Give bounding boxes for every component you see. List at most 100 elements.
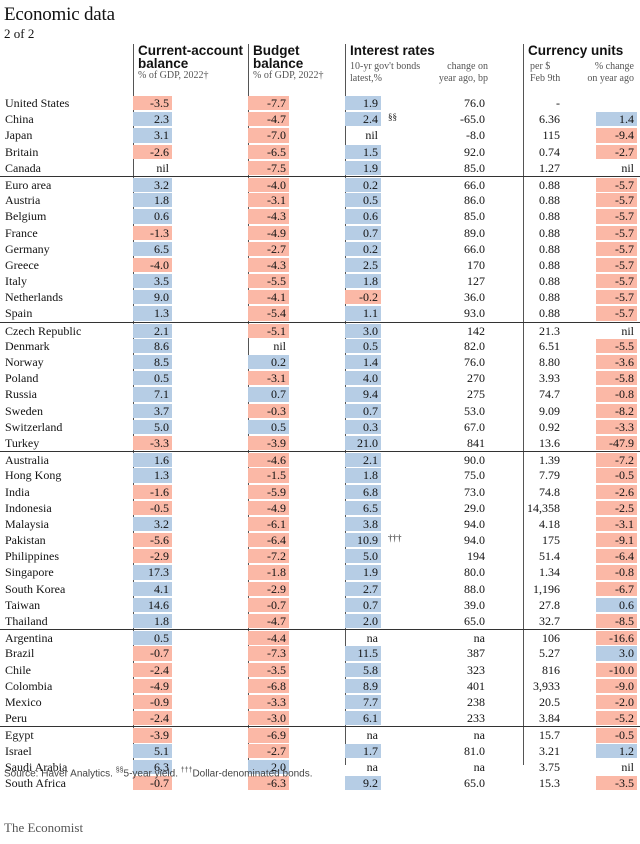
yield-change-cell: 39.0 — [464, 597, 485, 612]
table-row: Czech Republic 2.1 -5.1 3.0 142 21.3 nil — [0, 321, 640, 338]
table-row: United States -3.5 -7.7 1.9 76.0 - — [0, 95, 640, 111]
budget-balance-cell: -2.7 — [248, 241, 289, 256]
table-row: South Korea 4.1 -2.9 2.7 88.0 1,196 -6.7 — [0, 581, 640, 597]
currency-change-cell: -2.0 — [596, 694, 637, 710]
currency-change-cell: -8.5 — [596, 614, 637, 629]
current-account-cell: 3.5 — [133, 274, 172, 289]
yield-change-cell: 94.0 — [464, 516, 485, 531]
current-account-cell: -2.4 — [133, 711, 172, 726]
yield-change-cell: 93.0 — [464, 306, 485, 321]
current-account-cell: -2.6 — [133, 144, 172, 159]
bond-yield-cell: 7.7 — [345, 694, 381, 710]
budget-balance-cell: -5.9 — [248, 484, 289, 499]
currency-change-cell: 1.2 — [596, 743, 637, 758]
table-row: Argentina 0.5 -4.4 na na 106 -16.6 — [0, 629, 640, 646]
current-account-cell: 3.2 — [133, 516, 172, 532]
country-name: Norway — [5, 355, 44, 369]
yield-change-cell: 65.0 — [464, 614, 485, 628]
currency-rate-cell: 74.8 — [539, 484, 560, 499]
table-row: Australia 1.6 -4.6 2.1 90.0 1.39 -7.2 — [0, 451, 640, 468]
current-account-cell: -0.7 — [133, 646, 172, 661]
current-account-cell: 14.6 — [133, 597, 172, 612]
currency-change-cell: -5.7 — [596, 290, 637, 305]
header-currency-units: Currency units per $ Feb 9th % change on… — [523, 44, 640, 94]
country-name: United States — [5, 96, 70, 110]
bond-yield-cell: 0.7 — [345, 225, 381, 240]
bond-yield-cell: 1.7 — [345, 743, 381, 758]
currency-change-cell: -5.7 — [596, 209, 637, 224]
currency-change-cell: 1.4 — [596, 112, 637, 127]
table-row: Malaysia 3.2 -6.1 3.8 94.0 4.18 -3.1 — [0, 516, 640, 532]
current-account-cell: 3.1 — [133, 128, 172, 143]
currency-rate-cell: 0.92 — [539, 419, 560, 434]
budget-balance-cell: -7.7 — [248, 96, 289, 111]
currency-change-cell — [596, 96, 637, 110]
current-account-cell: 0.5 — [133, 371, 172, 386]
table-row: Austria 1.8 -3.1 0.5 86.0 0.88 -5.7 — [0, 192, 640, 208]
budget-balance-cell: -6.4 — [248, 533, 289, 548]
currency-rate-cell: 3.75 — [539, 759, 560, 774]
table-row: Canada nil -7.5 1.9 85.0 1.27 nil — [0, 160, 640, 176]
country-name: Italy — [5, 274, 27, 289]
currency-rate-cell: 0.88 — [539, 193, 560, 208]
country-name: Pakistan — [5, 533, 46, 548]
currency-change-cell: 0.6 — [596, 597, 637, 612]
header-currency-sub-right: % change on year ago — [587, 61, 634, 85]
currency-rate-cell: 816 — [542, 662, 560, 677]
country-name: Argentina — [5, 631, 53, 646]
current-account-cell: 1.3 — [133, 306, 172, 321]
currency-rate-cell: 0.74 — [539, 144, 560, 159]
budget-balance-cell: -0.7 — [248, 597, 289, 612]
header-interest-title: Interest rates — [350, 43, 435, 58]
table-row: Greece -4.0 -4.3 2.5 170 0.88 -5.7 — [0, 257, 640, 273]
yield-change-cell: 238 — [467, 694, 485, 709]
country-name: Denmark — [5, 338, 50, 353]
currency-rate-cell: 14,358 — [527, 500, 560, 515]
yield-change-cell: 66.0 — [464, 177, 485, 192]
bond-yield-cell: 0.7 — [345, 597, 381, 612]
current-account-cell: -2.4 — [133, 662, 172, 677]
budget-balance-cell: -6.9 — [248, 728, 289, 743]
currency-change-cell: -16.6 — [596, 631, 637, 646]
table-row: Denmark 8.6 nil 0.5 82.0 6.51 -5.5 — [0, 338, 640, 354]
country-name: Philippines — [5, 549, 60, 564]
table-row: France -1.3 -4.9 0.7 89.0 0.88 -5.7 — [0, 225, 640, 241]
yield-change-cell: 88.0 — [464, 581, 485, 596]
budget-balance-cell: -3.1 — [248, 371, 289, 386]
header-interest-sub-left-1: 10-yr gov't bonds — [350, 61, 421, 72]
current-account-cell: -1.6 — [133, 484, 172, 499]
yield-change-cell: 90.0 — [464, 453, 485, 468]
currency-rate-cell: 74.7 — [539, 387, 560, 402]
currency-change-cell: -3.3 — [596, 419, 637, 434]
currency-rate-cell: 0.88 — [539, 306, 560, 321]
country-name: Czech Republic — [5, 323, 82, 338]
table-row: Turkey -3.3 -3.9 21.0 841 13.6 -47.9 — [0, 435, 640, 451]
country-name: Switzerland — [5, 419, 63, 434]
current-account-cell: 17.3 — [133, 565, 172, 580]
currency-change-cell: -0.8 — [596, 565, 637, 580]
currency-change-cell: -47.9 — [596, 435, 637, 451]
table-row: Netherlands 9.0 -4.1 -0.2 36.0 0.88 -5.7 — [0, 289, 640, 305]
table-row: South Africa -0.7 -6.3 9.2 65.0 15.3 -3.5 — [0, 775, 640, 791]
yield-change-cell: 92.0 — [464, 144, 485, 159]
country-name: Colombia — [5, 678, 53, 693]
budget-balance-cell: -3.3 — [248, 694, 289, 710]
bond-yield-cell: 0.5 — [345, 338, 381, 353]
currency-change-cell: -5.7 — [596, 193, 637, 208]
data-table: United States -3.5 -7.7 1.9 76.0 - China 2.3 -4.… — [0, 95, 640, 791]
budget-balance-cell: -7.5 — [248, 160, 289, 175]
bond-yield-cell: 6.5 — [345, 500, 381, 515]
currency-change-cell: -10.0 — [596, 662, 637, 677]
country-name: Netherlands — [5, 290, 63, 305]
yield-change-cell: 194 — [467, 549, 485, 564]
yield-change-cell: 65.0 — [464, 775, 485, 790]
table-row: Switzerland 5.0 0.5 0.3 67.0 0.92 -3.3 — [0, 419, 640, 435]
currency-rate-cell: 21.3 — [539, 323, 560, 338]
yield-change-cell: 76.0 — [464, 96, 485, 110]
currency-change-cell: -5.2 — [596, 711, 637, 726]
currency-rate-cell: 8.80 — [539, 355, 560, 369]
current-account-cell: -3.3 — [133, 435, 172, 451]
currency-change-cell: -5.7 — [596, 241, 637, 256]
budget-balance-cell: -5.5 — [248, 274, 289, 289]
bond-yield-cell: 3.8 — [345, 516, 381, 532]
